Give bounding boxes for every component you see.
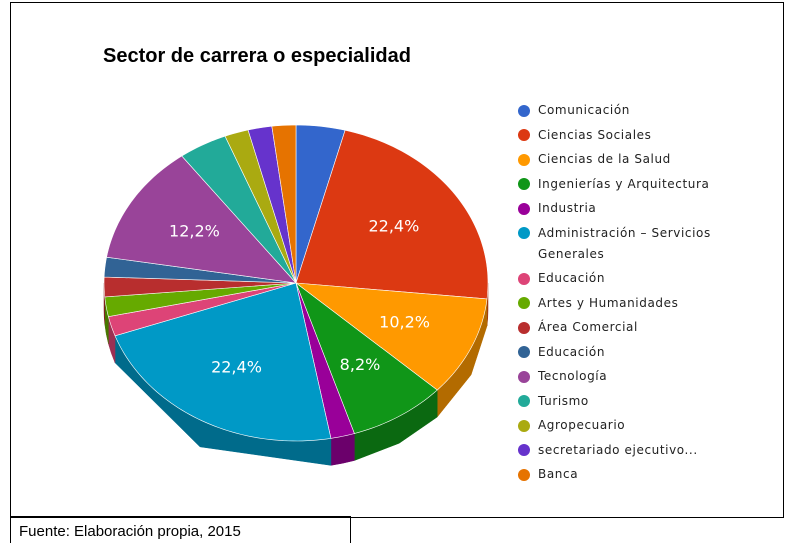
slice (103, 276, 297, 298)
legend-entry: Comunicación (516, 100, 716, 121)
slice (295, 124, 346, 284)
legend-label: Ciencias de la Salud (538, 152, 671, 166)
legend-entry: Administración – Servicios Generales (516, 223, 716, 265)
legend-entry: Turismo (516, 391, 716, 412)
legend-label: Educación (538, 271, 606, 285)
legend-entry: Industria (516, 198, 716, 219)
legend-swatch (518, 129, 530, 141)
slice (247, 125, 297, 284)
legend-swatch (518, 272, 530, 285)
legend-label: Agropecuario (538, 418, 626, 432)
legend-label: Ciencias Sociales (538, 127, 652, 142)
value-label: 22,4% (211, 357, 262, 376)
legend-label: Área Comercial (538, 320, 638, 334)
legend-swatch (518, 321, 530, 334)
value-label: 8,2% (340, 355, 381, 374)
legend-label: Tecnología (538, 369, 608, 383)
slice-side (330, 433, 355, 466)
legend-swatch (518, 444, 530, 456)
legend-label: Comunicación (538, 103, 630, 117)
legend-label: Turismo (538, 393, 589, 408)
legend: Comunicación Ciencias Sociales Ciencias de… (516, 100, 716, 489)
chart-frame (10, 2, 784, 518)
slice (106, 155, 297, 284)
legend-entry: Ciencias de la Salud (516, 149, 716, 170)
legend-label: Banca (538, 467, 579, 481)
legend-label: Administración – Servicios Generales (538, 225, 711, 261)
legend-entry: Educación (516, 268, 716, 289)
legend-swatch (518, 297, 530, 309)
slice (295, 282, 355, 439)
legend-swatch (518, 395, 530, 407)
slice (295, 282, 438, 434)
legend-swatch (518, 153, 530, 166)
caption: Fuente: Elaboración propia, 2015 (10, 516, 351, 543)
slice (104, 282, 297, 317)
legend-swatch (518, 346, 530, 358)
legend-entry: Agropecuario (516, 415, 716, 436)
slice (181, 135, 297, 284)
legend-label: secretariado ejecutivo... (538, 442, 698, 457)
slice (271, 124, 297, 284)
slice (294, 282, 488, 391)
legend-swatch (518, 202, 530, 215)
slice (295, 129, 489, 300)
legend-swatch (518, 227, 530, 239)
slice (114, 282, 332, 442)
legend-entry: Banca (516, 464, 716, 485)
chart-title: Sector de carrera o especialidad (103, 45, 411, 67)
legend-entry: Ingenierías y Arquitectura (516, 174, 716, 195)
legend-label: Industria (538, 201, 597, 215)
legend-swatch (518, 370, 530, 383)
legend-label: Artes y Humanidades (538, 295, 679, 310)
legend-swatch (518, 468, 530, 481)
legend-entry: secretariado ejecutivo... (516, 440, 716, 461)
legend-entry: Educación (516, 342, 716, 363)
legend-label: Ingenierías y Arquitectura (538, 176, 710, 191)
legend-entry: Ciencias Sociales (516, 125, 716, 146)
legend-swatch (518, 419, 530, 432)
slice (224, 129, 297, 284)
legend-entry: Área Comercial (516, 317, 716, 338)
legend-entry: Artes y Humanidades (516, 293, 716, 314)
slice (108, 282, 297, 337)
legend-entry: Tecnología (516, 366, 716, 387)
value-label: 10,2% (379, 313, 430, 332)
legend-swatch (518, 104, 530, 117)
value-label: 22,4% (368, 217, 419, 236)
legend-label: Educación (538, 344, 606, 359)
value-label: 12,2% (169, 221, 220, 240)
legend-swatch (518, 178, 530, 190)
